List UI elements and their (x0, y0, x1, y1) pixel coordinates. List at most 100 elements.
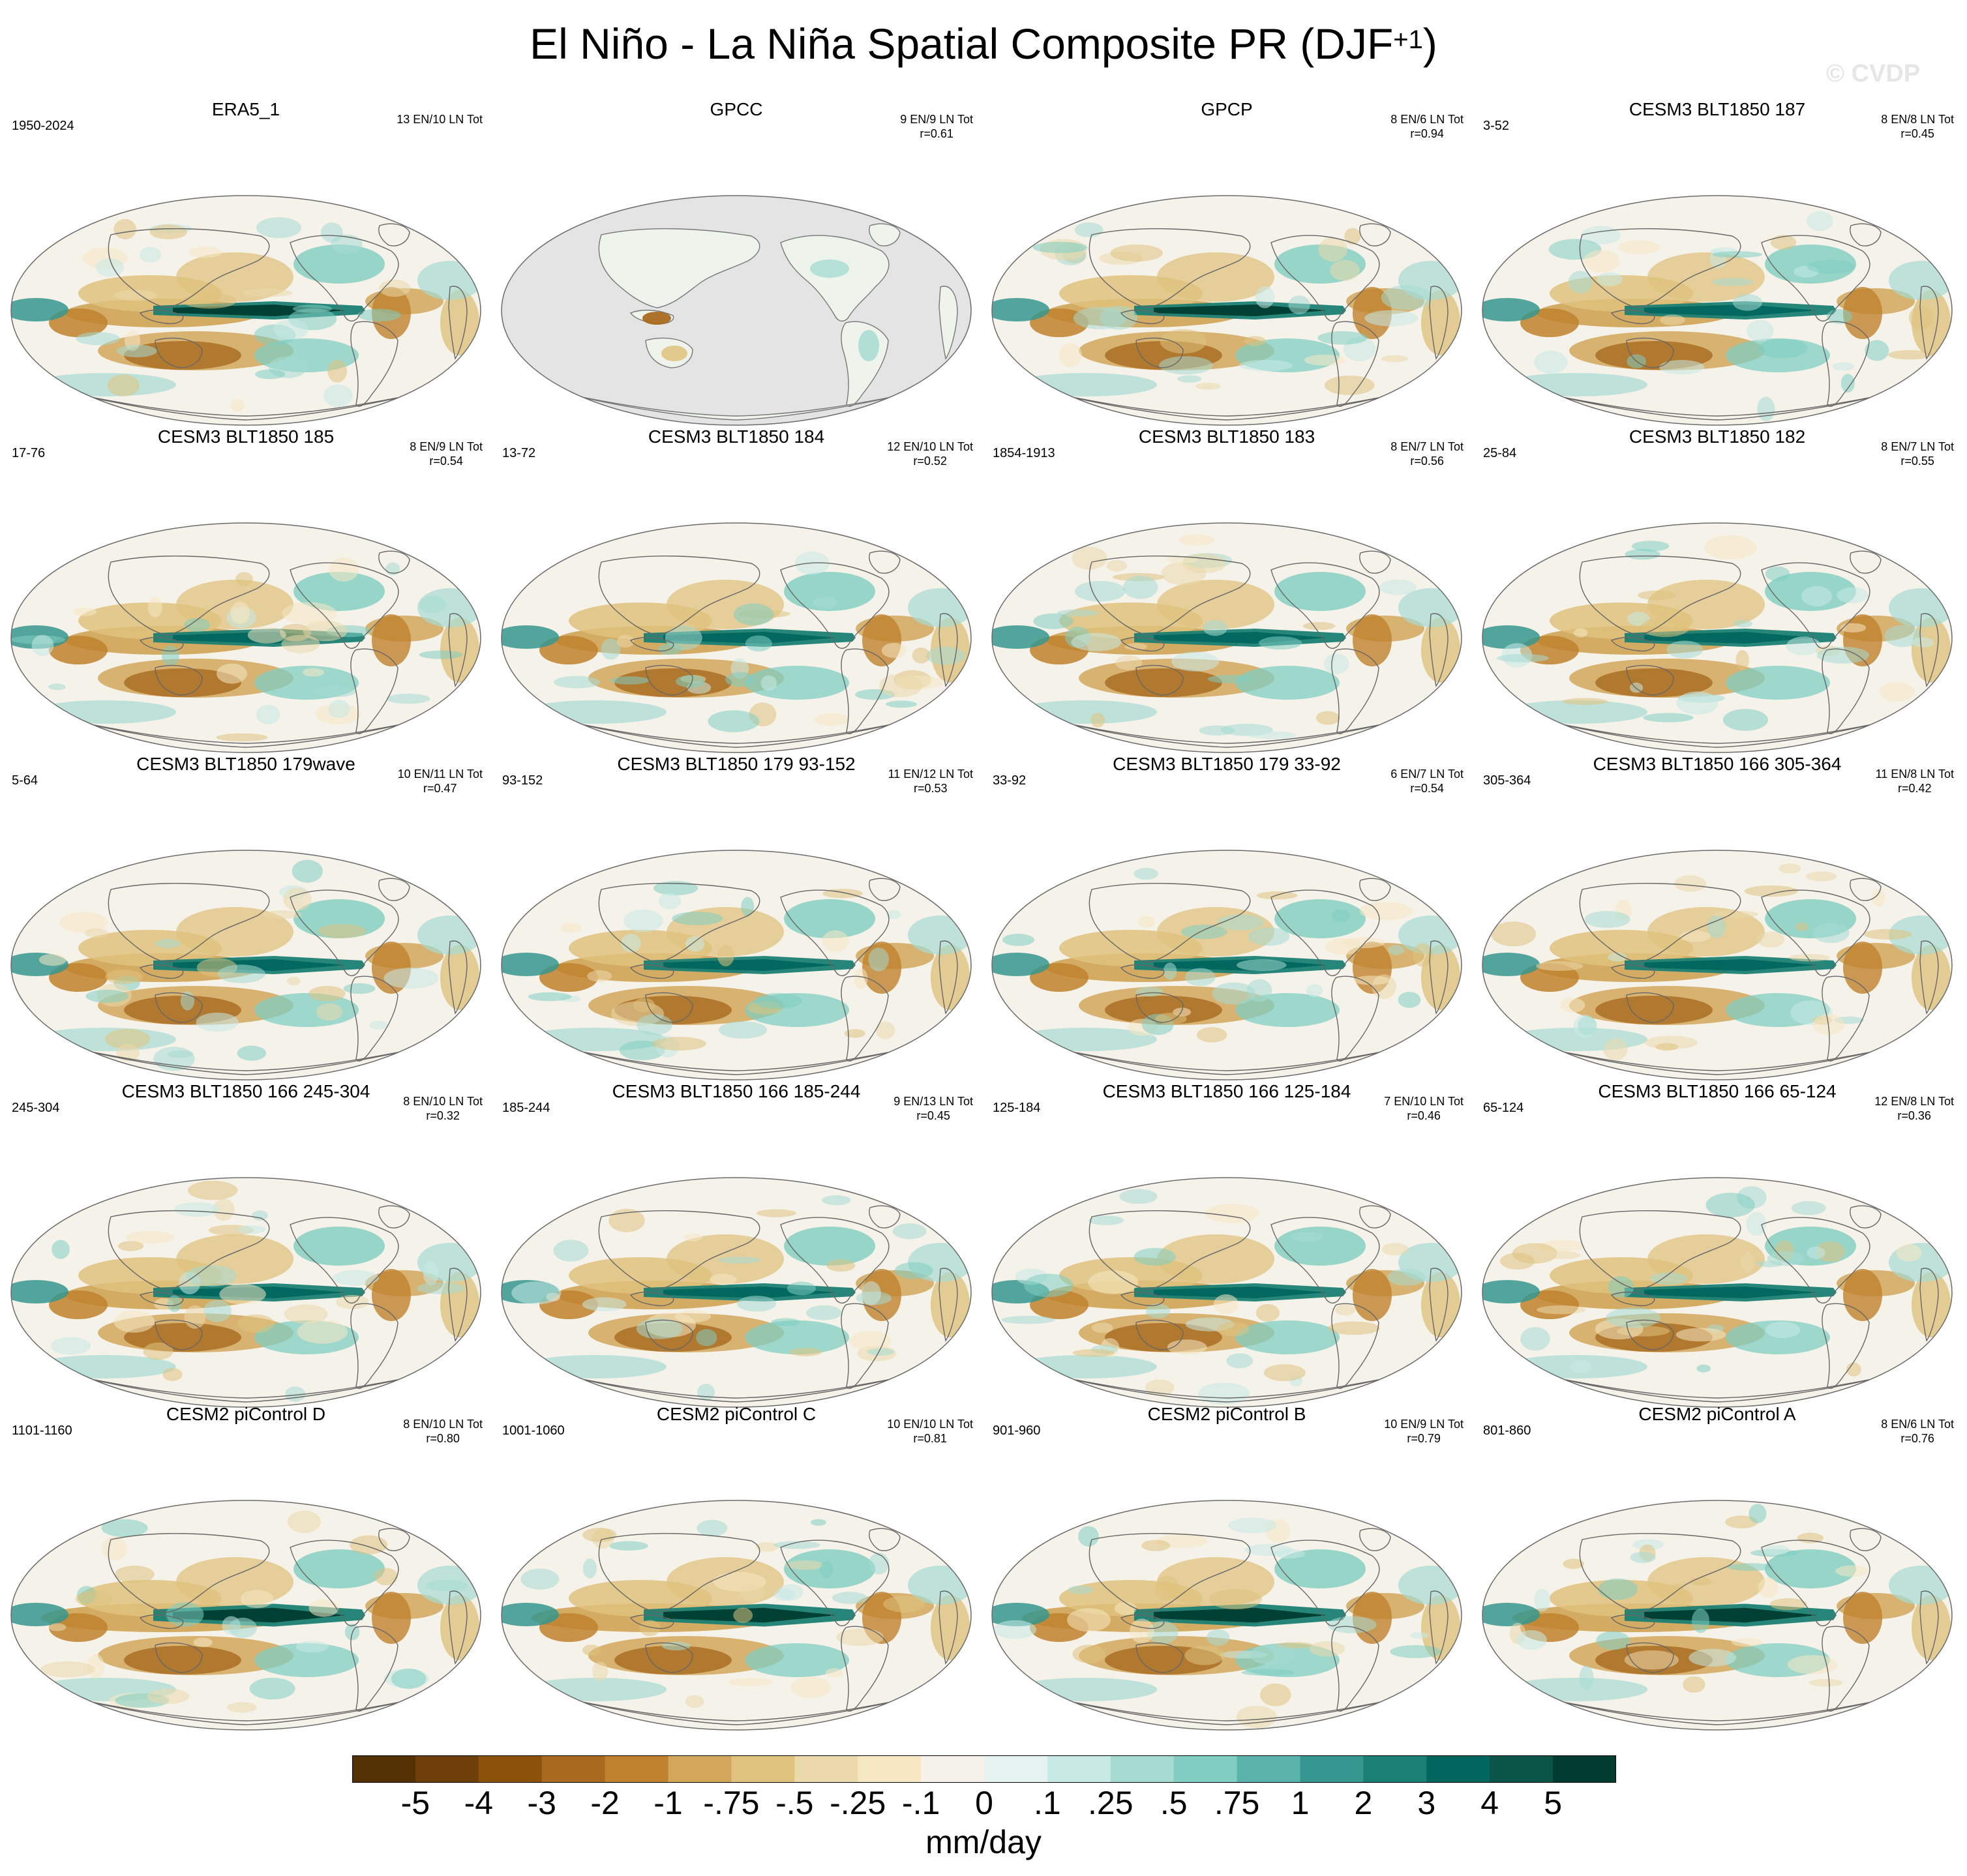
anomaly-speckle (1249, 1645, 1297, 1665)
south-pacific-wet (1235, 666, 1340, 700)
anomaly-speckle (1516, 1630, 1547, 1650)
anomaly-speckle (213, 1198, 235, 1221)
precip-anomaly-field (11, 1180, 481, 1403)
panel-event-count: 6 EN/7 LN Tot r=0.54 (1390, 767, 1464, 796)
anomaly-speckle (1816, 1241, 1845, 1262)
maritime-continent-outline (1610, 1292, 1655, 1307)
equatorial-pacific-wet-core (1644, 1607, 1817, 1623)
anomaly-speckle (1110, 244, 1163, 262)
panel-event-count: 7 EN/10 LN Tot r=0.46 (1384, 1094, 1464, 1123)
anomaly-speckle (1603, 1038, 1628, 1061)
anomaly-speckle (332, 1270, 379, 1286)
west-indian-ocean-wet (502, 625, 559, 649)
africa-dry (440, 290, 479, 355)
africa-outline (938, 1268, 958, 1342)
anomaly-speckle (1023, 1273, 1074, 1298)
anomaly-speckle (1328, 1321, 1380, 1335)
robinson-map (501, 1500, 972, 1731)
panel-title: GPCP (1201, 99, 1253, 119)
australia-outline (1626, 337, 1674, 368)
panel-years: 1950-2024 (12, 119, 74, 133)
anomaly-speckle (113, 1310, 155, 1333)
equatorial-pacific-wet-core (1154, 305, 1327, 316)
panel-title: CESM2 piControl D (166, 1404, 326, 1424)
australia-outline (155, 664, 203, 696)
south-pacific-wet (745, 1320, 849, 1354)
anomaly-speckle (1207, 674, 1254, 683)
anomaly-speckle (51, 1337, 91, 1355)
south-pacific-wet (1235, 1320, 1340, 1354)
colorbar-swatch (1173, 1755, 1238, 1783)
australia-outline (155, 992, 203, 1023)
africa-dry (440, 945, 479, 1010)
anomaly-speckle (1534, 350, 1568, 374)
africa-outline (448, 286, 468, 360)
anomaly-speckle (1741, 1251, 1754, 1273)
event-count-text: 8 EN/7 LN Tot (1390, 440, 1464, 453)
greenland-outline (378, 550, 410, 574)
south-america-dry (372, 614, 411, 666)
anomaly-speckle (1089, 1215, 1124, 1225)
anomaly-speckle (1583, 250, 1620, 273)
anomaly-speckle (1177, 375, 1202, 383)
panel-event-count: 10 EN/11 LN Tot r=0.47 (398, 767, 483, 796)
pattern-correlation: r=0.55 (1900, 454, 1934, 468)
anomaly-speckle (883, 1596, 925, 1613)
anomaly-speckle (302, 668, 325, 677)
anomaly-speckle (1791, 1201, 1826, 1215)
panel-event-count: 12 EN/10 LN Tot r=0.52 (887, 439, 973, 468)
colorbar-tick-label: -.1 (901, 1785, 940, 1821)
robinson-map (1482, 522, 1953, 753)
anomaly-speckle (675, 675, 706, 688)
colorbar-tick-label: -3 (527, 1785, 556, 1821)
north-america-outline (1761, 562, 1870, 649)
equatorial-pacific-wet-core (663, 959, 836, 971)
anomaly-speckle (1512, 1243, 1557, 1264)
anomaly-speckle (740, 1583, 766, 1603)
anomaly-speckle (327, 359, 348, 383)
anomaly-speckle (822, 1195, 851, 1206)
anomaly-speckle (633, 998, 655, 1013)
anomaly-speckle (252, 1210, 268, 1221)
pattern-correlation: r=0.47 (423, 782, 457, 795)
spcz-dry-core (124, 668, 241, 697)
panel-event-count: 13 EN/10 LN Tot (397, 112, 483, 127)
panel-title: CESM2 piControl A (1638, 1404, 1796, 1424)
south-america-dry (372, 1269, 411, 1321)
maritime-continent-outline (1120, 637, 1165, 652)
africa-outline (938, 286, 958, 360)
anomaly-speckle (1353, 975, 1390, 985)
africa-dry (1421, 1272, 1460, 1337)
maritime-continent-outline (139, 637, 184, 652)
australia-outline (645, 664, 693, 696)
event-count-text: 8 EN/8 LN Tot (1881, 113, 1954, 126)
anomaly-speckle (1786, 636, 1822, 655)
anomaly-speckle (892, 1223, 927, 1240)
anomaly-speckle (1067, 1608, 1111, 1632)
south-america-wet-anomaly (858, 330, 879, 361)
anomaly-speckle (1757, 396, 1775, 422)
asia-outline (598, 1210, 760, 1290)
north-america-outline (290, 1540, 399, 1627)
anomaly-speckle (1643, 713, 1694, 722)
greenland-outline (1359, 223, 1391, 246)
figure-title: El Niño - La Niña Spatial Composite PR (… (0, 14, 1967, 73)
equatorial-pacific-wet-core (1154, 1287, 1327, 1298)
panel-event-count: 8 EN/9 LN Tot r=0.54 (410, 439, 483, 468)
africa-outline (448, 1590, 468, 1665)
robinson-map (991, 522, 1462, 753)
anomaly-speckle (297, 1320, 348, 1344)
australia-outline (1135, 1319, 1184, 1350)
pattern-correlation: r=0.54 (1410, 782, 1444, 795)
greenland-outline (1359, 1205, 1391, 1228)
africa-outline (1919, 1590, 1939, 1665)
anomaly-speckle (1704, 535, 1757, 559)
anomaly-speckle (658, 893, 681, 910)
event-count-text: 8 EN/6 LN Tot (1881, 1418, 1954, 1431)
panel-years: 65-124 (1483, 1101, 1524, 1115)
greenland-outline (1359, 878, 1391, 901)
colorbar-tick-label: 1 (1291, 1785, 1310, 1821)
maritime-continent-outline (1610, 964, 1655, 979)
anomaly-speckle (1255, 1303, 1280, 1322)
asia-outline (1579, 883, 1741, 963)
